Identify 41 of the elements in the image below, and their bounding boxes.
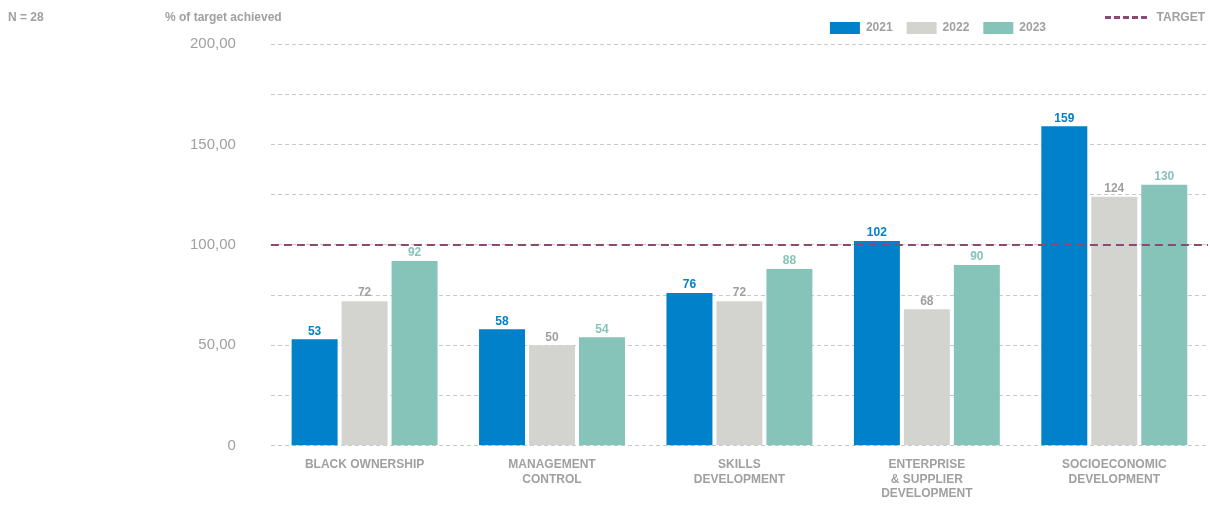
y-tick-label: 100,00 xyxy=(189,235,236,253)
data-label: 68 xyxy=(920,293,934,308)
data-label: 124 xyxy=(1104,181,1125,195)
data-label: 53 xyxy=(307,323,322,338)
legend-label: 2022 xyxy=(942,20,970,35)
data-label: 90 xyxy=(970,249,984,264)
legend-label: 2021 xyxy=(865,20,893,35)
data-label: 88 xyxy=(782,253,797,268)
data-label: 72 xyxy=(732,285,747,300)
y-tick-label: 150,00 xyxy=(189,134,236,152)
bar xyxy=(579,337,625,446)
data-label: 58 xyxy=(495,313,510,328)
bar xyxy=(666,293,713,446)
legend-label: 2023 xyxy=(1019,20,1047,35)
bar xyxy=(1141,184,1188,446)
bar xyxy=(479,329,526,446)
legend-label: TARGET xyxy=(1156,10,1205,24)
bar xyxy=(853,240,900,446)
y-tick-label: 0 xyxy=(227,435,236,453)
y-tick-label: 50,00 xyxy=(198,335,236,353)
data-label: 92 xyxy=(407,245,422,260)
data-label: 50 xyxy=(545,329,560,344)
data-label: 159 xyxy=(1054,110,1075,125)
bar xyxy=(1041,126,1088,446)
bar xyxy=(953,264,1000,446)
data-label: 130 xyxy=(1154,168,1175,183)
y-tick-label: 200,00 xyxy=(189,34,236,52)
data-label: 54 xyxy=(595,321,609,336)
x-tick-label: SOCIOECONOMIC DEVELOPMENT xyxy=(1061,457,1167,486)
data-label: 76 xyxy=(682,277,697,292)
bar xyxy=(391,260,438,446)
data-label: 102 xyxy=(866,225,888,240)
bar xyxy=(291,339,338,446)
y-axis-title: % of target achieved xyxy=(165,10,282,24)
x-tick-label: SKILLS DEVELOPMENT xyxy=(693,457,786,486)
data-label: 72 xyxy=(357,285,372,300)
x-tick-label: ENTERPRISE & SUPPLIER DEVELOPMENT xyxy=(881,457,974,501)
bar xyxy=(766,269,813,446)
x-tick-label: MANAGEMENT CONTROL xyxy=(508,457,597,486)
text: N = 28 xyxy=(8,10,44,24)
x-tick-label: BLACK OWNERSHIP xyxy=(304,457,425,472)
